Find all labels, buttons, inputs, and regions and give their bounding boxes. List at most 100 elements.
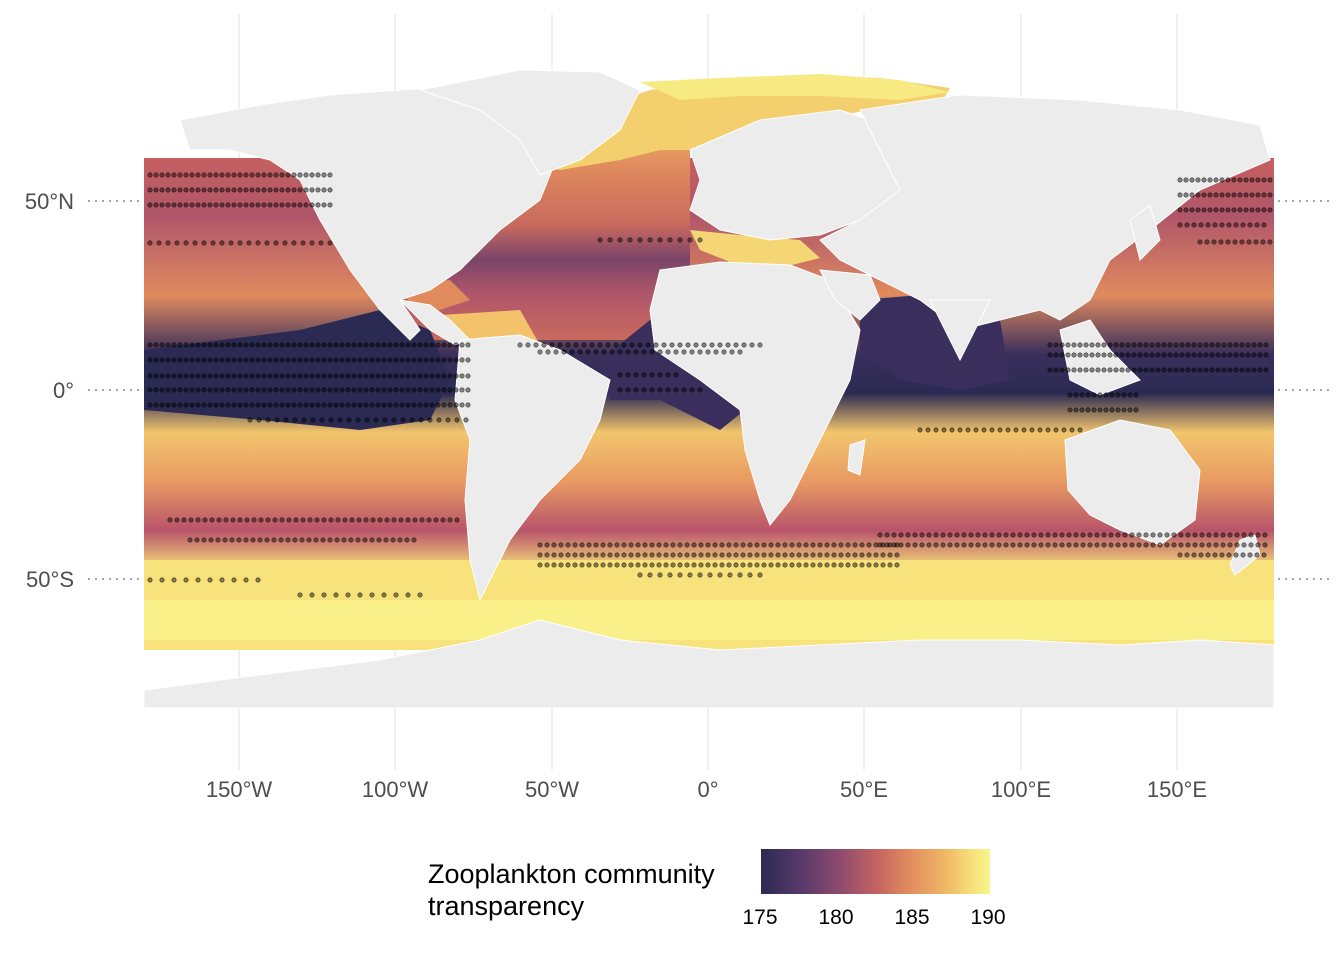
sample-point bbox=[459, 402, 465, 408]
sample-point bbox=[153, 387, 159, 393]
sample-point bbox=[625, 372, 631, 378]
sample-point bbox=[1198, 552, 1204, 558]
sample-point bbox=[207, 187, 213, 193]
sample-point bbox=[1254, 552, 1260, 558]
sample-point bbox=[593, 349, 599, 355]
sample-point bbox=[1237, 192, 1243, 198]
sample-point bbox=[754, 562, 760, 568]
sample-point bbox=[635, 562, 641, 568]
sample-point bbox=[441, 357, 447, 363]
sample-point bbox=[315, 172, 321, 178]
sample-point bbox=[572, 542, 578, 548]
sample-point bbox=[291, 357, 297, 363]
sample-point bbox=[440, 517, 446, 523]
sample-point bbox=[625, 349, 631, 355]
sample-point bbox=[364, 417, 370, 423]
sample-point bbox=[183, 240, 189, 246]
sample-point bbox=[189, 373, 195, 379]
sample-point bbox=[667, 572, 673, 578]
sample-point bbox=[649, 562, 655, 568]
sample-point bbox=[677, 572, 683, 578]
sample-point bbox=[1195, 192, 1201, 198]
sample-point bbox=[411, 373, 417, 379]
sample-point bbox=[1137, 342, 1143, 348]
sample-point bbox=[261, 373, 267, 379]
sample-point bbox=[1087, 542, 1093, 548]
sample-point bbox=[171, 387, 177, 393]
sample-point bbox=[398, 517, 404, 523]
sample-point bbox=[1173, 367, 1179, 373]
sample-point bbox=[333, 342, 339, 348]
sample-point bbox=[912, 532, 918, 538]
sample-point bbox=[147, 357, 153, 363]
sample-point bbox=[691, 552, 697, 558]
sample-point bbox=[411, 387, 417, 393]
sample-point bbox=[1183, 177, 1189, 183]
sample-point bbox=[363, 517, 369, 523]
sample-point bbox=[1101, 367, 1107, 373]
sample-point bbox=[159, 357, 165, 363]
sample-point bbox=[569, 349, 575, 355]
sample-point bbox=[153, 357, 159, 363]
sample-point bbox=[1137, 367, 1143, 373]
sample-point bbox=[573, 342, 579, 348]
sample-point bbox=[1047, 352, 1053, 358]
sample-point bbox=[249, 202, 255, 208]
sample-point bbox=[601, 349, 607, 355]
sample-point bbox=[887, 562, 893, 568]
sample-point bbox=[303, 357, 309, 363]
sample-point bbox=[1249, 207, 1255, 213]
sample-point bbox=[968, 532, 974, 538]
sample-point bbox=[219, 402, 225, 408]
sample-point bbox=[1245, 342, 1251, 348]
sample-point bbox=[894, 552, 900, 558]
sample-point bbox=[237, 517, 243, 523]
sample-point bbox=[303, 387, 309, 393]
sample-point bbox=[195, 172, 201, 178]
sample-point bbox=[351, 373, 357, 379]
sample-point bbox=[1107, 342, 1113, 348]
sample-point bbox=[274, 417, 280, 423]
sample-point bbox=[1031, 532, 1037, 538]
sample-point bbox=[399, 402, 405, 408]
sample-point bbox=[1173, 352, 1179, 358]
sample-point bbox=[803, 562, 809, 568]
sample-point bbox=[1053, 427, 1059, 433]
sample-point bbox=[768, 552, 774, 558]
sample-point bbox=[1183, 192, 1189, 198]
sample-point bbox=[551, 562, 557, 568]
sample-point bbox=[949, 427, 955, 433]
sample-point bbox=[1205, 222, 1211, 228]
sample-point bbox=[579, 542, 585, 548]
sample-point bbox=[657, 387, 663, 393]
sample-point bbox=[387, 373, 393, 379]
sample-point bbox=[201, 202, 207, 208]
sample-point bbox=[1203, 342, 1209, 348]
sample-point bbox=[429, 373, 435, 379]
sample-point bbox=[684, 562, 690, 568]
sample-point bbox=[1136, 532, 1142, 538]
sample-point bbox=[267, 402, 273, 408]
sample-point bbox=[195, 387, 201, 393]
sample-point bbox=[586, 552, 592, 558]
sample-point bbox=[1245, 352, 1251, 358]
sample-point bbox=[390, 537, 396, 543]
sample-point bbox=[645, 342, 651, 348]
sample-point bbox=[219, 357, 225, 363]
sample-point bbox=[271, 537, 277, 543]
sample-point bbox=[1073, 542, 1079, 548]
sample-point bbox=[291, 387, 297, 393]
sample-point bbox=[852, 552, 858, 558]
sample-point bbox=[684, 552, 690, 558]
sample-point bbox=[1121, 392, 1127, 398]
legend-title-line2: transparency bbox=[428, 891, 585, 921]
sample-point bbox=[373, 417, 379, 423]
sample-point bbox=[261, 342, 267, 348]
sample-point bbox=[1149, 367, 1155, 373]
sample-point bbox=[201, 402, 207, 408]
sample-point bbox=[1059, 542, 1065, 548]
sample-point bbox=[981, 427, 987, 433]
sample-point bbox=[1197, 352, 1203, 358]
sample-point bbox=[775, 542, 781, 548]
sample-point bbox=[565, 562, 571, 568]
